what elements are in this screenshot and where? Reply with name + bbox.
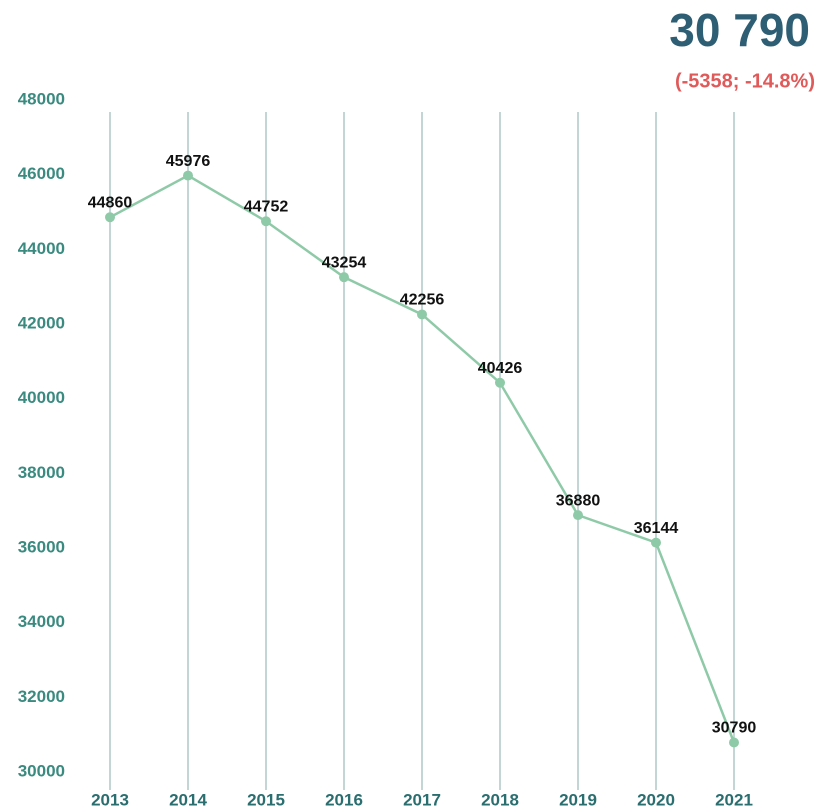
data-label: 42256: [400, 292, 445, 309]
data-label: 45976: [166, 153, 211, 170]
data-point: [651, 537, 661, 548]
data-label: 30790: [712, 720, 757, 737]
data-point: [495, 377, 505, 388]
data-label: 40426: [478, 360, 523, 377]
x-tick-label: 2015: [247, 790, 285, 809]
y-tick-label: 48000: [18, 89, 65, 108]
y-tick-label: 40000: [18, 388, 65, 407]
x-tick-label: 2019: [559, 790, 597, 809]
y-tick-label: 38000: [18, 463, 65, 482]
y-tick-label: 30000: [18, 761, 65, 780]
x-tick-label: 2014: [169, 790, 207, 809]
data-label: 44752: [244, 198, 289, 215]
data-point: [105, 212, 115, 223]
data-label: 43254: [322, 254, 367, 271]
data-point: [729, 737, 739, 748]
x-tick-label: 2021: [715, 790, 753, 809]
data-point: [261, 216, 271, 227]
x-tick-label: 2016: [325, 790, 363, 809]
chart-title: 30 790: [669, 4, 810, 56]
x-tick-label: 2018: [481, 790, 519, 809]
data-point: [339, 272, 349, 283]
data-point: [573, 510, 583, 521]
data-point: [417, 309, 427, 320]
y-tick-label: 32000: [18, 687, 65, 706]
data-label: 36144: [634, 520, 679, 537]
x-tick-label: 2017: [403, 790, 441, 809]
chart-subtitle: (-5358; -14.8%): [675, 70, 815, 92]
y-tick-label: 44000: [18, 239, 65, 258]
x-tick-label: 2020: [637, 790, 675, 809]
x-tick-label: 2013: [91, 790, 129, 809]
y-tick-label: 42000: [18, 313, 65, 332]
data-label: 44860: [88, 194, 133, 211]
data-point: [183, 170, 193, 181]
y-tick-label: 46000: [18, 164, 65, 183]
data-label: 36880: [556, 492, 601, 509]
y-tick-label: 34000: [18, 612, 65, 631]
y-tick-label: 36000: [18, 537, 65, 556]
